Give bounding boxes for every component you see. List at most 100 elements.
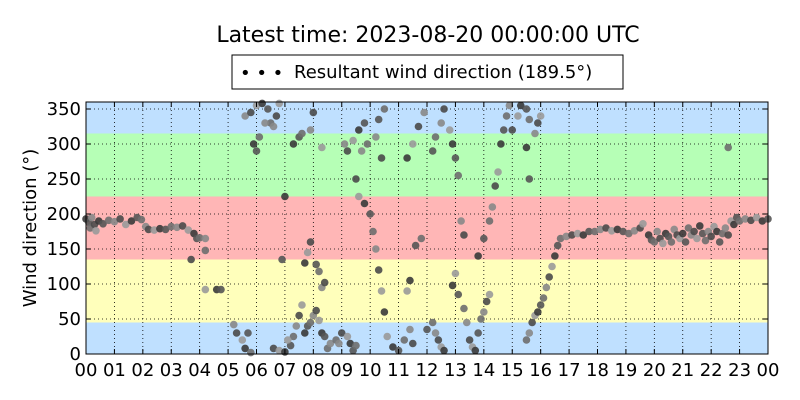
- data-point: [352, 175, 360, 183]
- data-point: [184, 226, 193, 234]
- data-point: [289, 140, 298, 148]
- data-point: [548, 262, 556, 271]
- data-point: [247, 348, 255, 357]
- data-point: [337, 329, 346, 337]
- data-point: [505, 101, 514, 110]
- data-point: [718, 229, 727, 238]
- data-point: [414, 122, 423, 131]
- data-point: [238, 336, 247, 344]
- data-point: [389, 343, 397, 351]
- data-point: [264, 105, 272, 113]
- data-point: [630, 227, 639, 235]
- data-point: [693, 234, 701, 243]
- data-point: [462, 318, 471, 327]
- data-point: [377, 154, 386, 162]
- data-point: [201, 246, 210, 255]
- data-point: [701, 236, 710, 245]
- data-point: [217, 285, 225, 294]
- data-point: [741, 215, 750, 223]
- data-point: [508, 126, 517, 134]
- data-point: [721, 224, 730, 232]
- data-point: [525, 175, 534, 183]
- data-point: [451, 269, 460, 278]
- data-point: [724, 143, 733, 152]
- x-tick-label: 17: [558, 360, 581, 381]
- data-point: [480, 308, 488, 316]
- data-point: [480, 234, 488, 243]
- data-point: [400, 336, 409, 344]
- y-tick-label: 50: [58, 309, 81, 330]
- data-point: [681, 238, 690, 246]
- data-point: [454, 171, 463, 180]
- data-point: [408, 339, 417, 348]
- data-point: [298, 301, 306, 309]
- x-tick-label: 12: [416, 360, 439, 381]
- data-point: [241, 112, 249, 120]
- x-tick-label: 16: [529, 360, 552, 381]
- data-point: [551, 252, 559, 260]
- data-point: [121, 220, 130, 229]
- data-point: [494, 168, 502, 176]
- legend-marker: • • •: [240, 63, 283, 84]
- data-point: [715, 238, 724, 246]
- data-point: [542, 283, 551, 292]
- data-point: [343, 332, 352, 341]
- data-point: [178, 222, 187, 230]
- data-point: [275, 99, 284, 108]
- data-point: [306, 238, 315, 246]
- data-point: [295, 311, 303, 320]
- data-point: [318, 143, 326, 152]
- data-point: [516, 101, 525, 110]
- data-point: [454, 290, 463, 299]
- data-point: [167, 222, 176, 231]
- data-point: [309, 108, 318, 117]
- x-tick-label: 22: [700, 360, 723, 381]
- y-axis-label: Wind direction (°): [20, 149, 41, 308]
- data-point: [522, 143, 531, 152]
- x-tick-label: 18: [586, 360, 609, 381]
- data-point: [664, 232, 673, 241]
- y-tick-label: 0: [70, 344, 81, 365]
- data-point: [150, 226, 158, 234]
- data-point: [306, 318, 315, 327]
- data-point: [249, 140, 258, 148]
- data-point: [525, 115, 534, 124]
- data-point: [255, 133, 264, 141]
- data-point: [471, 346, 480, 355]
- data-point: [423, 325, 431, 334]
- data-point: [417, 234, 426, 243]
- data-point: [104, 216, 113, 225]
- data-point: [278, 255, 286, 264]
- data-point: [678, 229, 687, 238]
- data-point: [369, 227, 377, 236]
- data-point: [232, 329, 241, 337]
- x-tick-label: 02: [131, 360, 154, 381]
- data-point: [303, 248, 312, 257]
- data-point: [528, 318, 536, 327]
- data-point: [286, 341, 295, 350]
- data-point: [531, 129, 539, 138]
- data-point: [502, 112, 511, 120]
- x-tick-label: 05: [217, 360, 240, 381]
- data-point: [474, 252, 482, 260]
- data-point: [292, 322, 301, 330]
- x-tick-label: 09: [330, 360, 353, 381]
- data-point: [360, 119, 369, 127]
- data-point: [301, 259, 309, 267]
- data-point: [491, 182, 500, 190]
- legend: • • • Resultant wind direction (189.5°): [231, 54, 624, 90]
- chart-title: Latest time: 2023-08-20 00:00:00 UTC: [216, 23, 639, 48]
- data-point: [482, 297, 491, 306]
- y-tick-label: 300: [47, 134, 81, 155]
- data-point: [161, 225, 170, 234]
- data-point: [258, 99, 266, 108]
- data-point: [403, 287, 411, 295]
- data-point: [403, 154, 411, 162]
- data-point: [488, 203, 497, 211]
- data-point: [201, 234, 210, 243]
- data-point: [360, 199, 369, 208]
- legend-box: [231, 54, 624, 90]
- data-point: [437, 119, 446, 127]
- data-point: [289, 332, 298, 341]
- data-point: [602, 224, 610, 232]
